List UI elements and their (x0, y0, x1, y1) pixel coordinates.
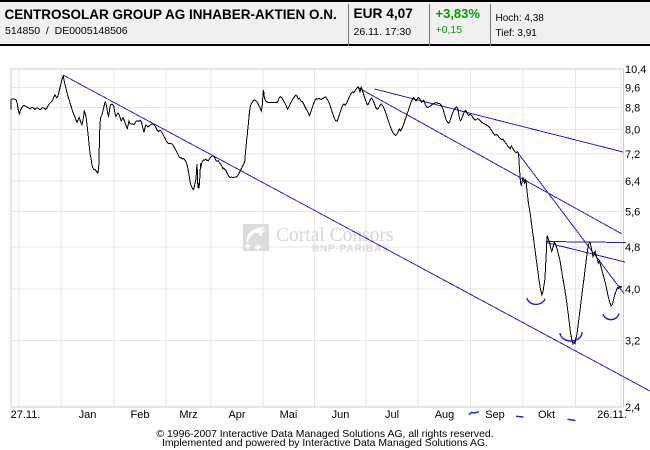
svg-text:4,0: 4,0 (625, 284, 640, 296)
svg-text:Sep: Sep (485, 409, 505, 421)
svg-text:Mai: Mai (280, 409, 298, 421)
svg-text:Apr: Apr (228, 409, 245, 421)
svg-text:Jun: Jun (332, 409, 350, 421)
svg-text:10,4: 10,4 (625, 64, 646, 76)
svg-text:Okt: Okt (538, 409, 555, 421)
svg-text:3,2: 3,2 (625, 336, 640, 348)
svg-text:Cortal Consors: Cortal Consors (276, 225, 394, 246)
svg-text:BNP-PARIBAS: BNP-PARIBAS (312, 244, 390, 255)
svg-text:2,4: 2,4 (625, 402, 640, 414)
svg-text:8,8: 8,8 (625, 103, 640, 115)
svg-text:5,6: 5,6 (625, 207, 640, 219)
svg-text:9,6: 9,6 (625, 82, 640, 94)
svg-text:Feb: Feb (131, 409, 150, 421)
svg-text:27.11.: 27.11. (11, 409, 41, 421)
svg-text:6,4: 6,4 (625, 176, 640, 188)
svg-text:26.11.: 26.11. (597, 409, 627, 421)
svg-text:4,8: 4,8 (625, 242, 640, 254)
svg-text:7,2: 7,2 (625, 149, 640, 161)
svg-text:Mrz: Mrz (179, 409, 197, 421)
svg-text:Jan: Jan (79, 409, 97, 421)
svg-text:Aug: Aug (435, 409, 455, 421)
svg-text:Jul: Jul (385, 409, 399, 421)
svg-text:8,0: 8,0 (625, 125, 640, 137)
